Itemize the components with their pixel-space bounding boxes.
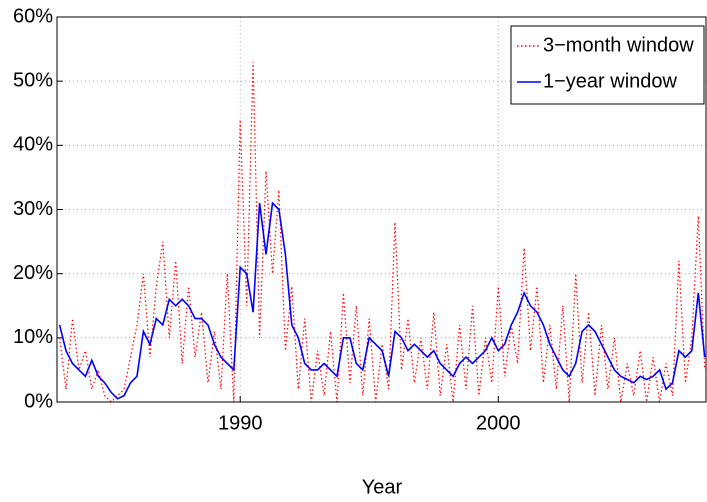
y-tick-label: 0%	[24, 390, 53, 412]
legend-label: 1−year window	[543, 70, 678, 92]
legend-box	[510, 25, 705, 105]
series-line	[58, 201, 706, 400]
legend-label: 3−month window	[543, 34, 694, 56]
y-tick-label: 60%	[13, 5, 53, 27]
x-axis-label: Year	[362, 476, 403, 498]
y-tick-label: 10%	[13, 326, 53, 348]
x-tick-label: 1990	[218, 412, 263, 434]
y-tick-label: 20%	[13, 262, 53, 284]
y-tick-label: 30%	[13, 198, 53, 220]
y-tick-label: 40%	[13, 134, 53, 156]
y-tick-label: 50%	[13, 69, 53, 91]
x-tick-label: 2000	[476, 412, 521, 434]
plot-frame	[56, 16, 707, 403]
